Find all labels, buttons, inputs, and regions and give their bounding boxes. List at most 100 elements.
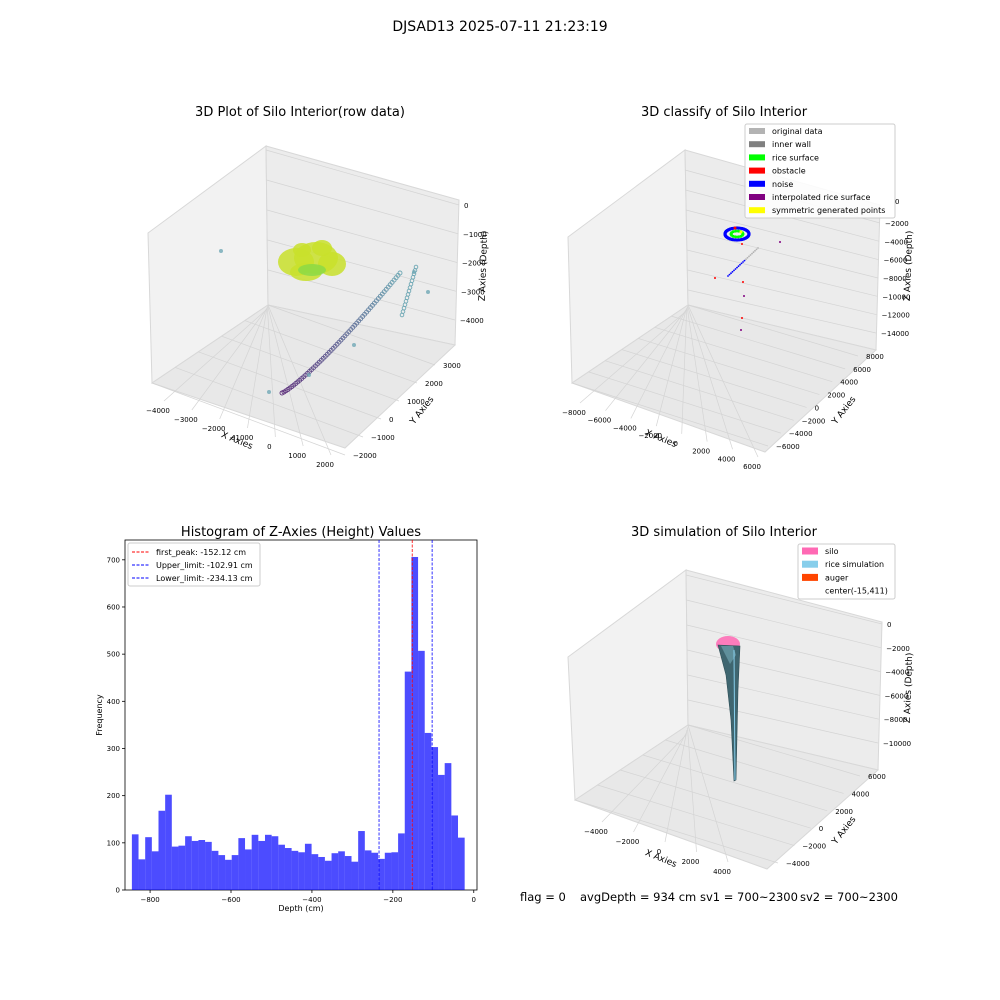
histogram-bar	[351, 861, 359, 890]
x-tick-label: −2000	[202, 425, 226, 433]
histogram-bar	[398, 833, 405, 890]
classify3d-x-ticks: −8000−6000−4000−2000 0 2000 4000 6000	[562, 409, 761, 471]
outlier-point	[307, 373, 311, 377]
histogram-bar	[264, 834, 272, 890]
x-tick-label: −400	[302, 896, 321, 904]
arc-point	[728, 273, 731, 276]
x-tick-label: −6000	[588, 417, 612, 425]
arc-point	[730, 272, 732, 275]
grid-line	[265, 149, 460, 206]
grid-line	[266, 209, 458, 263]
histogram-bar	[438, 774, 445, 890]
x-tick-label: 2000	[692, 448, 710, 456]
histogram-bar	[218, 855, 226, 890]
y-axis-label: Y Axies	[830, 815, 859, 848]
grid-line	[687, 674, 879, 720]
histogram-bar	[364, 850, 372, 890]
raw3d-z-ticks: 0 −1000 −2000 −3000 −4000	[460, 202, 487, 325]
grid-line	[638, 338, 820, 395]
y-tick-label: 3000	[443, 362, 461, 370]
z-tick-label: −6000	[885, 692, 909, 700]
panel-sim3d: 3D simulation of Silo Interior −4000 −200…	[567, 525, 915, 876]
grid-line	[605, 360, 794, 421]
x-tick-label: −600	[221, 896, 240, 904]
grid-line	[151, 382, 346, 456]
arc-point	[754, 249, 756, 252]
y-tick-label: 2000	[827, 392, 845, 400]
legend-swatch	[749, 128, 765, 134]
grid-line	[687, 724, 729, 863]
grid-line	[219, 308, 267, 420]
arc-point	[740, 262, 743, 265]
raw3d-y-ticks: −2000 −1000 0 1000 2000 3000	[353, 362, 461, 460]
figure-suptitle: DJSAD13 2025-07-11 21:23:19	[392, 19, 607, 35]
surface-point	[734, 235, 738, 239]
grid-line	[267, 305, 304, 447]
flag-text: flag = 0	[520, 890, 566, 904]
sim3d-y-ticks: −4000 −2000 0 2000 4000 6000	[786, 773, 886, 868]
outlier-point	[352, 343, 356, 347]
grid-line	[686, 306, 708, 442]
scatter-point	[714, 277, 716, 279]
z-tick-label: −2000	[885, 220, 909, 228]
grid-line	[642, 754, 828, 812]
arc-point	[731, 270, 734, 273]
legend-label: center(-15,411)	[825, 587, 888, 596]
grid-line	[630, 309, 687, 419]
histogram-bar	[371, 852, 379, 890]
histogram-bar	[271, 836, 279, 890]
y-tick-label: −2000	[802, 417, 826, 425]
histogram-bar	[304, 843, 312, 890]
sv2-text: sv2 = 700~2300	[800, 890, 898, 904]
classify3d-legend: original data inner wall rice surface obsta…	[744, 123, 896, 219]
y-tick-label: 700	[107, 556, 120, 564]
classify3d-gridlines	[571, 169, 881, 458]
grid-line	[681, 307, 688, 434]
grid-line	[687, 699, 879, 744]
wall-point	[413, 264, 419, 270]
z-axis-label: Z Axies (Depth)	[903, 231, 915, 302]
chart-title: 3D simulation of Silo Interior	[631, 525, 818, 540]
grid-line	[266, 179, 459, 235]
z-tick-label: −10000	[883, 740, 911, 748]
legend-label: rice simulation	[825, 560, 884, 569]
z-tick-label: 0	[464, 202, 468, 210]
grid-line	[655, 308, 687, 427]
histogram-bar	[185, 836, 192, 890]
z-tick-label: −4000	[884, 238, 908, 246]
grid-line	[163, 309, 267, 402]
surface-point	[734, 229, 738, 233]
z-tick-label: −4000	[885, 669, 909, 677]
histogram-bar	[291, 850, 299, 890]
x-tick-label: −4000	[584, 828, 608, 836]
histogram-bar	[444, 763, 452, 890]
z-tick-label: −4000	[460, 317, 484, 325]
legend-label: first_peak: -152.12 cm	[156, 548, 246, 557]
histogram-bar	[391, 852, 399, 890]
z-tick-label: −1000	[463, 231, 487, 239]
sim3d-z-ticks: 0 −2000 −4000 −6000 −8000 −10000	[883, 621, 911, 748]
y-tick-label: −4000	[786, 860, 810, 868]
scatter-point	[741, 243, 743, 245]
outlier-point	[267, 390, 271, 394]
surface-point	[736, 229, 740, 233]
y-tick-label: −1000	[371, 434, 395, 442]
y-tick-label: 4000	[840, 379, 858, 387]
z-tick-label: −8000	[883, 275, 907, 283]
y-tick-label: 600	[107, 603, 120, 611]
arc-point	[397, 270, 403, 276]
x-tick-label: −2000	[638, 432, 662, 440]
grid-line	[665, 739, 844, 794]
sim3d-x-ticks: −4000 −2000 0 2000 4000	[584, 828, 731, 876]
y-tick-label: 1000	[407, 398, 425, 406]
x-tick-label: 0	[472, 896, 476, 904]
surface-mark	[298, 264, 326, 276]
histogram-bar	[338, 851, 345, 890]
raw3d-data-marks	[219, 240, 430, 396]
z-tick-label: 0	[887, 621, 891, 629]
scatter-point	[743, 295, 745, 297]
outlier-point	[219, 249, 223, 253]
histogram-bar	[145, 837, 152, 890]
histogram-bar	[298, 852, 305, 890]
